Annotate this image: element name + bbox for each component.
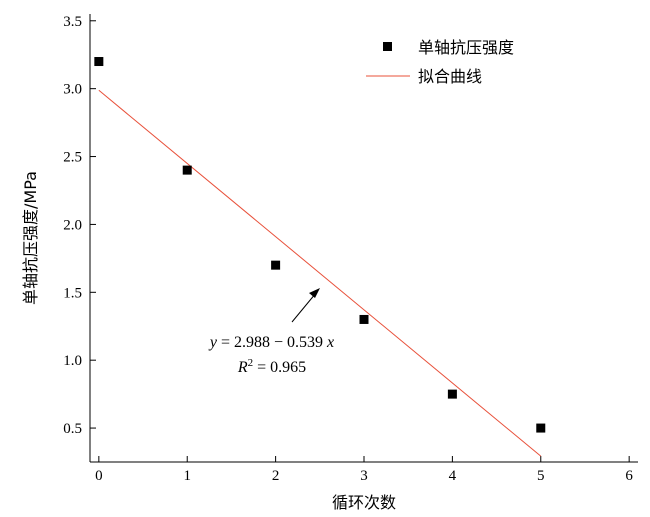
x-tick-label: 1 bbox=[183, 468, 191, 484]
legend-label-scatter: 单轴抗压强度 bbox=[418, 38, 514, 57]
y-tick-label: 2.5 bbox=[63, 150, 82, 166]
y-tick-label: 2.0 bbox=[63, 217, 82, 233]
y-tick-label: 0.5 bbox=[63, 421, 82, 437]
y-tick-label: 3.5 bbox=[63, 14, 82, 30]
equation-lhs: y bbox=[208, 334, 218, 351]
data-point bbox=[359, 314, 369, 324]
x-tick-label: 2 bbox=[272, 468, 280, 484]
x-tick-label: 0 bbox=[95, 468, 103, 484]
fit-line bbox=[98, 89, 542, 457]
legend-label-fit-line: 拟合曲线 bbox=[418, 67, 482, 86]
axes: 0 1 2 3 4 5 6 0.5 1.0 1.5 2.0 2.5 3.0 3.5 bbox=[63, 14, 638, 484]
x-tick-label: 3 bbox=[360, 468, 368, 484]
r-squared: R2 = 0.965 bbox=[237, 357, 306, 376]
data-point bbox=[271, 260, 281, 270]
y-axis-title: 单轴抗压强度/MPa bbox=[21, 171, 40, 305]
r2-value: = 0.965 bbox=[253, 359, 306, 376]
annotation-arrowhead bbox=[309, 288, 320, 298]
fit-equation-annotation: y = 2.988 − 0.539 x R2 = 0.965 bbox=[208, 288, 334, 376]
data-point bbox=[94, 57, 104, 67]
x-tick-label: 5 bbox=[537, 468, 545, 484]
equation-var: x bbox=[326, 334, 334, 351]
y-tick-label: 1.0 bbox=[63, 353, 82, 369]
x-tick-label: 6 bbox=[625, 468, 633, 484]
y-tick-label: 3.0 bbox=[63, 82, 82, 98]
data-points-layer bbox=[94, 57, 546, 433]
r2-superscript: 2 bbox=[248, 357, 254, 369]
fit-equation: y = 2.988 − 0.539 x bbox=[208, 334, 334, 351]
x-tick-label: 4 bbox=[449, 468, 457, 484]
fit-line-layer bbox=[98, 89, 542, 457]
data-point bbox=[536, 423, 546, 433]
r2-label: R bbox=[237, 359, 248, 376]
equation-rhs: = 2.988 − 0.539 bbox=[217, 334, 327, 351]
y-tick-label: 1.5 bbox=[63, 285, 82, 301]
data-point bbox=[447, 389, 457, 399]
annotation-arrow bbox=[291, 292, 317, 323]
x-axis-title: 循环次数 bbox=[332, 493, 396, 512]
data-point bbox=[182, 165, 192, 175]
legend-marker-scatter bbox=[383, 42, 392, 51]
legend: 单轴抗压强度 拟合曲线 bbox=[366, 38, 514, 86]
